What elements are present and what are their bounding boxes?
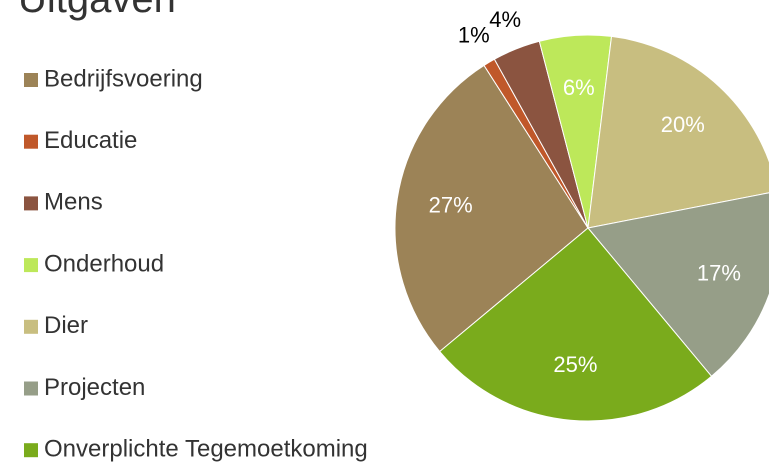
data-label: 4% (489, 7, 521, 32)
legend-swatch (24, 73, 38, 87)
legend-swatch (24, 196, 38, 211)
data-label: 6% (563, 75, 595, 100)
pie-slice (587, 192, 769, 377)
pie-slice (439, 227, 713, 422)
legend-swatch (24, 258, 38, 273)
legend-label: Dier (44, 312, 88, 339)
chart-title: Uitgaven (18, 0, 176, 21)
legend-label: Projecten (44, 374, 145, 401)
data-label: 17% (697, 260, 741, 285)
legend-label: Educatie (44, 127, 137, 154)
legend-label: Bedrijfsvoering (44, 65, 203, 92)
data-label: 27% (429, 193, 473, 218)
legend-swatch (24, 319, 38, 334)
legend-label: Onderhoud (44, 250, 164, 277)
legend-label: Onverplichte Tegemoetkoming (44, 436, 368, 463)
data-label: 20% (661, 112, 705, 137)
data-label: 1% (458, 22, 490, 47)
pie-slice (394, 64, 589, 353)
legend-swatch (24, 443, 38, 458)
data-label: 25% (553, 352, 597, 377)
legend-swatch (24, 381, 38, 396)
legend-swatch (24, 134, 38, 149)
legend-label: Mens (44, 189, 103, 216)
pie-slice (587, 35, 769, 229)
